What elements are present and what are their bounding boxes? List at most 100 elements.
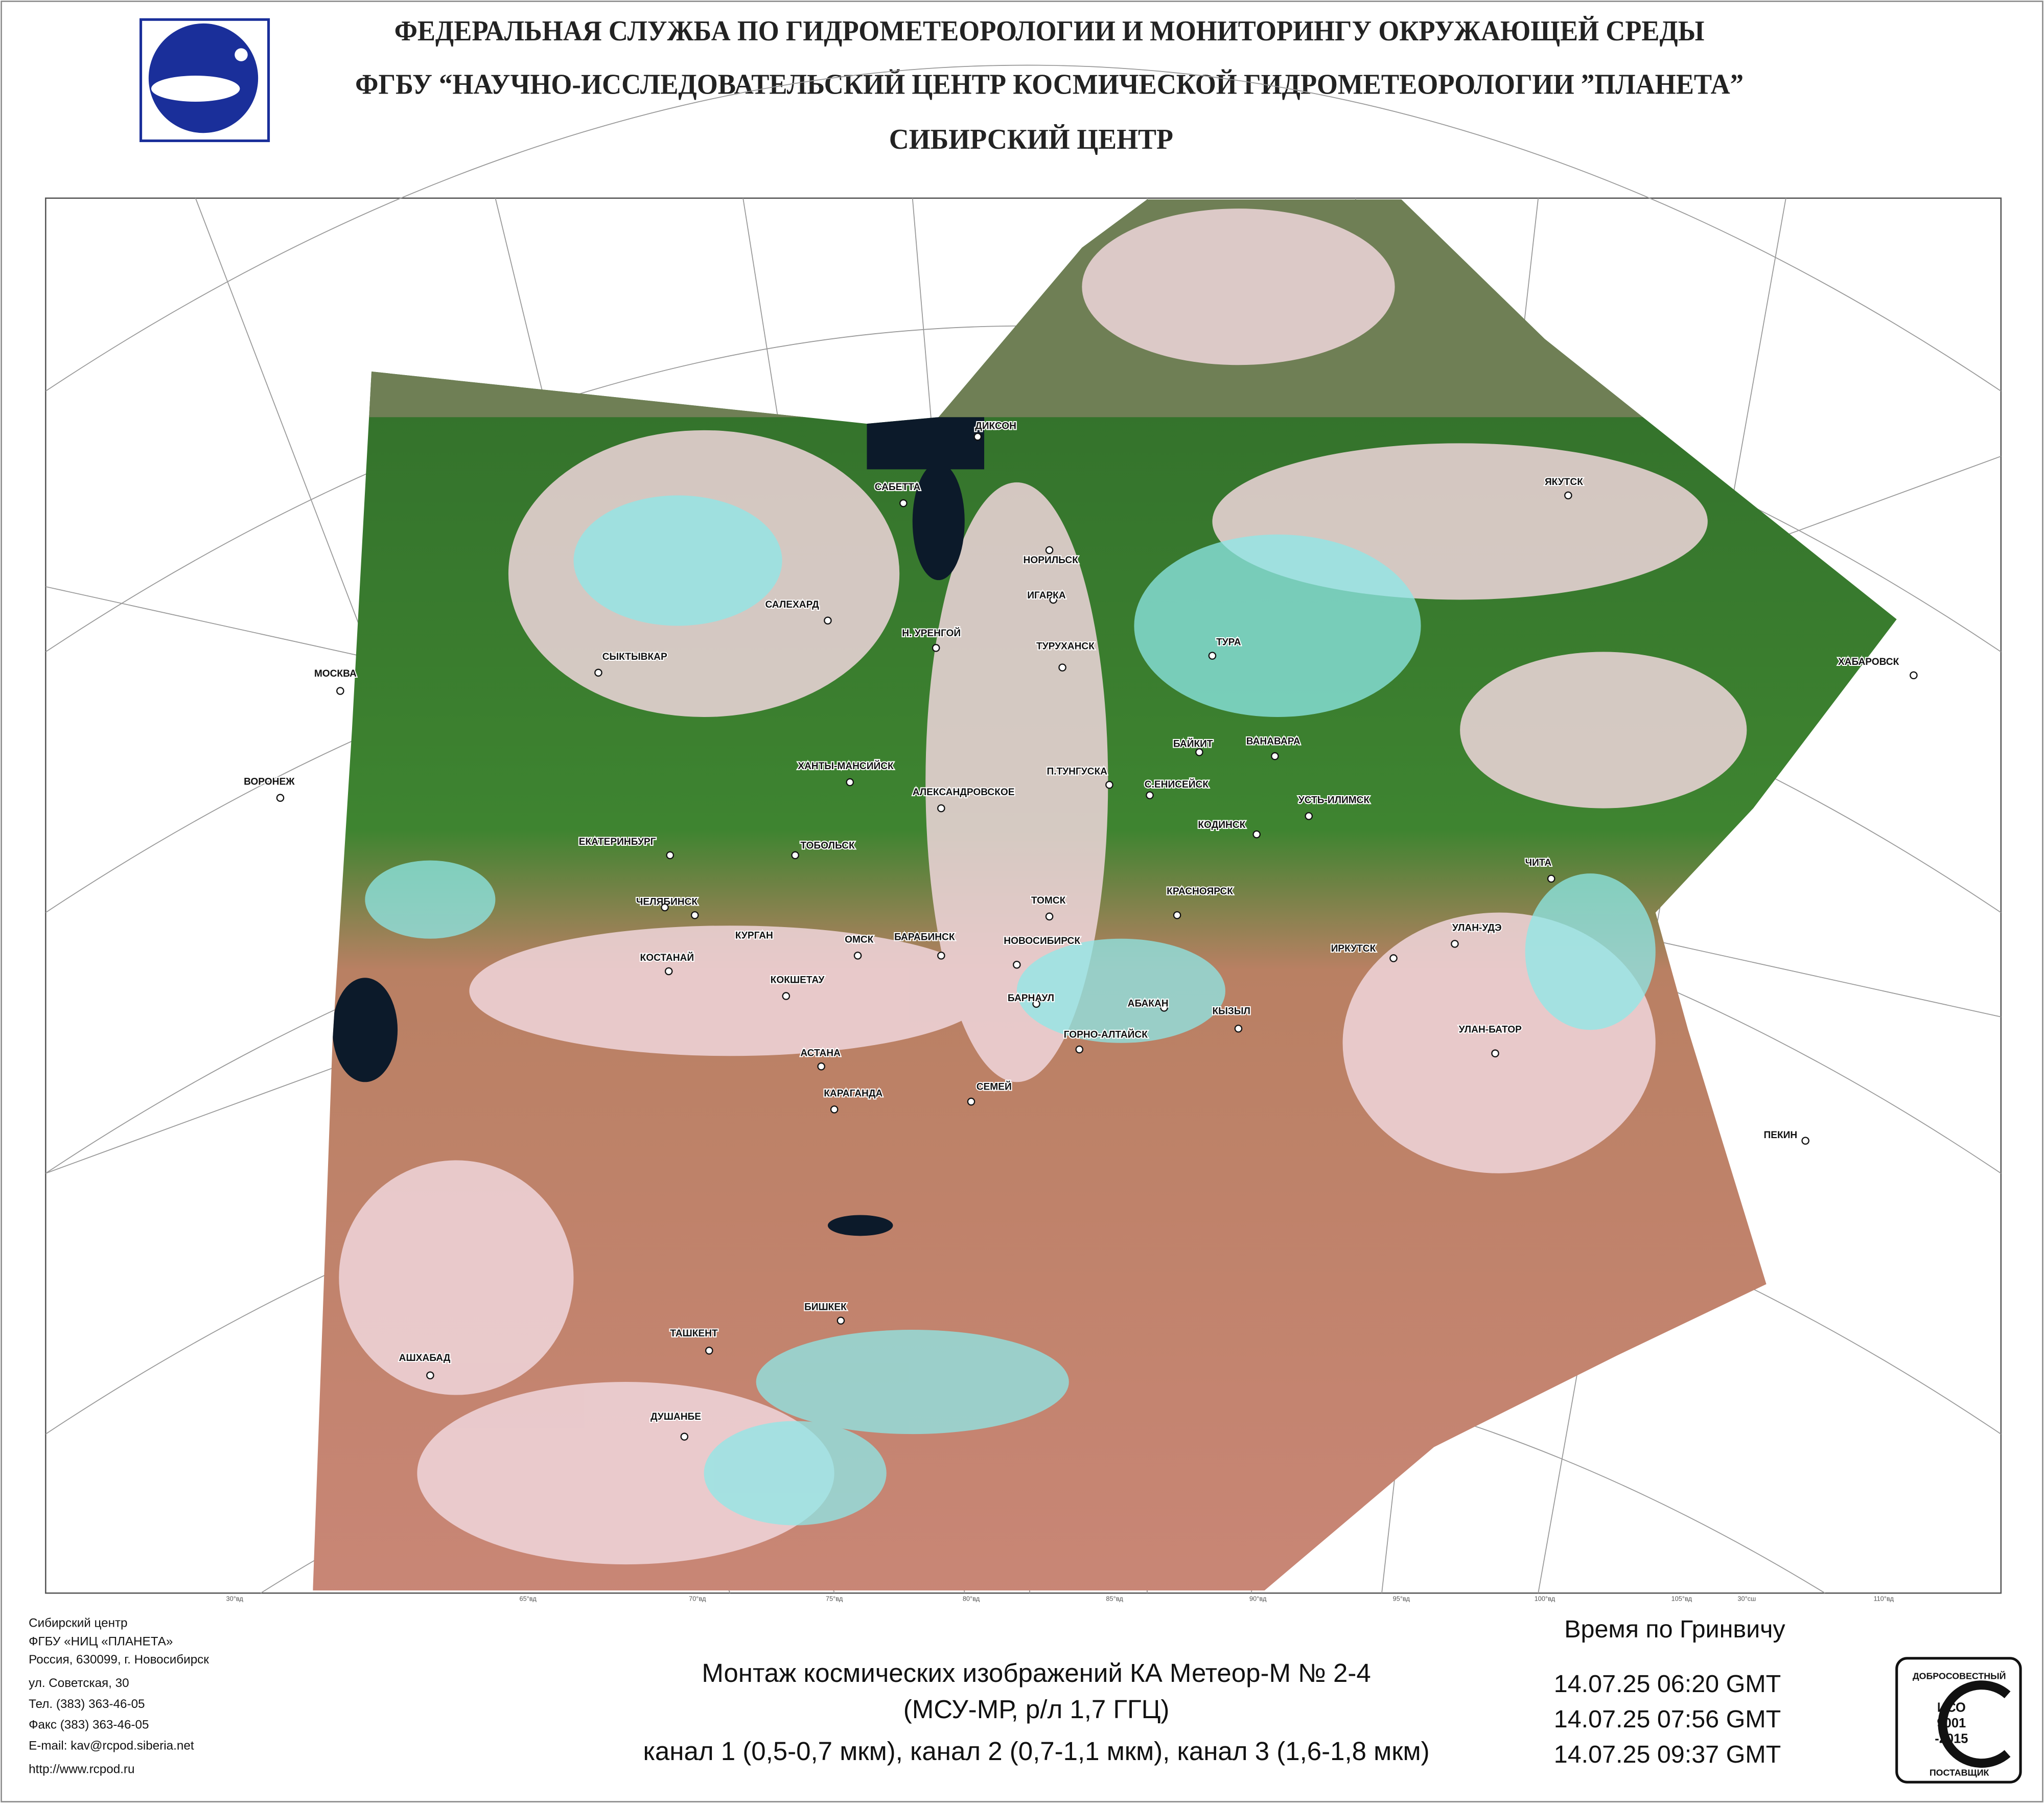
caption-line: Монтаж космических изображений КА Метеор… [702, 1658, 1371, 1688]
city-dot [1547, 874, 1555, 883]
city-label: Н. УРЕНГОЙ [902, 628, 961, 639]
city-dot [932, 644, 940, 652]
contact-line: Россия, 630099, г. Новосибирск [29, 1653, 209, 1667]
city-dot [664, 967, 673, 976]
grid-label: 70°вд [689, 1595, 706, 1603]
city-label: ЕКАТЕРИНБУРГ [579, 837, 656, 847]
contact-line: Факс (383) 363-46-05 [29, 1718, 149, 1732]
city-label: ТОБОЛЬСК [800, 841, 855, 851]
city-dot [1105, 780, 1113, 789]
city-dot [1160, 1004, 1168, 1012]
city-dot [1146, 791, 1154, 799]
city-dot [690, 911, 699, 919]
city-label: КОКШЕТАУ [771, 975, 825, 985]
city-label: ГОРНО-АЛТАЙСК [1064, 1029, 1148, 1041]
time-line: 14.07.25 07:56 GMT [1554, 1705, 1781, 1733]
city-label: КУРГАН [735, 931, 773, 941]
grid-label: 75°вд [826, 1595, 843, 1603]
city-label: ВАНАВАРА [1246, 736, 1300, 747]
city-layer: ДИКСОН САБЕТТА НОРИЛЬСК ИГАРКА САЛЕХАРД Н. УР… [243, 420, 1918, 1441]
city-dot [782, 992, 791, 1000]
contact-line: Сибирский центр [29, 1616, 127, 1630]
city-dot [1234, 1024, 1243, 1033]
city-dot [705, 1347, 713, 1355]
city-dot [1252, 830, 1261, 839]
city-label: КЫЗЫЛ [1212, 1006, 1250, 1017]
iso-badge: ДОБРОСОВЕСТНЫЙ ИСО 9001 -2015 ПОСТАВЩИК [1895, 1657, 2022, 1784]
city-label: ОМСК [845, 934, 874, 945]
city-label: П.ТУНГУСКА [1047, 766, 1107, 777]
city-label: ТАШКЕНТ [670, 1328, 718, 1339]
grid-label: 30°вд [226, 1595, 244, 1603]
badge-line: 9001 [1937, 1716, 1966, 1730]
city-label: ИРКУТСК [1331, 943, 1376, 954]
badge-line: ИСО [1937, 1700, 1966, 1715]
city-label: МОСКВА [314, 668, 357, 679]
city-label: УЛАН-БАТОР [1459, 1024, 1522, 1035]
grid-label: 65°вд [520, 1595, 537, 1603]
city-label: С.ЕНИСЕЙСК [1145, 779, 1209, 790]
city-dot [937, 804, 945, 813]
city-dot [791, 851, 799, 860]
city-label: ТУРУХАНСК [1036, 641, 1095, 652]
city-label: САБЕТТА [875, 482, 921, 493]
caption: Монтаж космических изображений КА Метеор… [643, 1658, 1430, 1766]
grid-label: 80°вд [963, 1595, 980, 1603]
caption-line: (МСУ-МР, р/л 1,7 ГГЦ) [903, 1695, 1170, 1724]
grid-label: 90°вд [1249, 1595, 1267, 1603]
city-dot [846, 778, 854, 787]
contact-line: E-mail: kav@rcpod.siberia.net [29, 1739, 194, 1752]
city-label: НОРИЛЬСК [1024, 555, 1079, 566]
badge-line: -2015 [1935, 1732, 1968, 1746]
grid-label: 30°сш [1737, 1595, 1756, 1603]
contact: Сибирский центр ФГБУ «НИЦ «ПЛАНЕТА» Росс… [29, 1616, 209, 1776]
city-label: ХАБАРОВСК [1838, 657, 1899, 667]
contact-line: http://www.rcpod.ru [29, 1762, 134, 1776]
city-label: ДИКСОН [975, 421, 1016, 431]
logo [139, 18, 270, 143]
time-title: Время по Гринвичу [1564, 1615, 1785, 1643]
contact-line: Тел. (383) 363-46-05 [29, 1697, 145, 1711]
city-dot [666, 851, 675, 860]
badge-bottom: ПОСТАВЩИК [1930, 1767, 1989, 1777]
header-line: ФГБУ “НАУЧНО-ИССЛЕДОВАТЕЛЬСКИЙ ЦЕНТР КОС… [355, 69, 1744, 101]
city-label: БАЙКИТ [1173, 738, 1213, 750]
contact-line: ул. Советская, 30 [29, 1676, 129, 1690]
city-dot [1045, 912, 1054, 921]
city-dot [937, 952, 945, 960]
city-label: УСТЬ-ИЛИМСК [1298, 795, 1370, 805]
city-label: КОСТАНАЙ [640, 952, 694, 963]
city-dot [1451, 940, 1459, 948]
time-line: 14.07.25 09:37 GMT [1554, 1741, 1781, 1768]
city-dot [1013, 960, 1021, 969]
city-label: КОДИНСК [1198, 820, 1245, 830]
city-dot [1208, 652, 1217, 660]
city-dot [661, 903, 669, 912]
city-label: ЯКУТСК [1545, 477, 1583, 488]
caption-line: канал 1 (0,5-0,7 мкм), канал 2 (0,7-1,1 … [643, 1737, 1430, 1766]
city-dot [837, 1316, 845, 1325]
city-label: БАРНАУЛ [1008, 993, 1054, 1004]
city-label: ЧИТА [1525, 858, 1552, 868]
grid-label: 100°вд [1535, 1595, 1555, 1603]
city-label: СЫКТЫВКАР [602, 652, 667, 662]
city-label: БАРАБИНСК [894, 932, 955, 942]
city-label: АШХАБАД [399, 1353, 451, 1363]
city-label: ИГАРКА [1027, 590, 1066, 601]
contact-line: ФГБУ «НИЦ «ПЛАНЕТА» [29, 1634, 173, 1648]
city-dot [426, 1371, 434, 1380]
city-label: ТОМСК [1031, 895, 1066, 906]
city-label: ХАНТЫ-МАНСИЙСК [798, 760, 894, 772]
city-label: УЛАН-УДЭ [1452, 922, 1502, 933]
city-dot [1173, 911, 1181, 919]
city-label: АБАКАН [1128, 998, 1169, 1009]
badge-top: ДОБРОСОВЕСТНЫЙ [1913, 1671, 2006, 1681]
city-dot [1195, 748, 1203, 756]
city-dot [1049, 595, 1058, 604]
city-label: КАРАГАНДА [824, 1088, 882, 1099]
city-dot [1910, 671, 1918, 680]
city-dot [276, 794, 285, 802]
grid-label: 95°вд [1393, 1595, 1410, 1603]
